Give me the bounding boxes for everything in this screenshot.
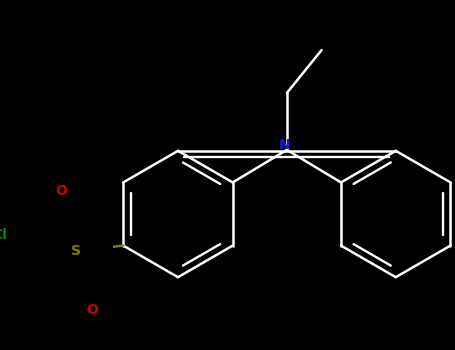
Text: N: N [279, 139, 291, 153]
Text: S: S [71, 244, 81, 258]
Text: O: O [86, 303, 98, 317]
Text: O: O [55, 184, 66, 198]
Text: Cl: Cl [0, 229, 8, 243]
